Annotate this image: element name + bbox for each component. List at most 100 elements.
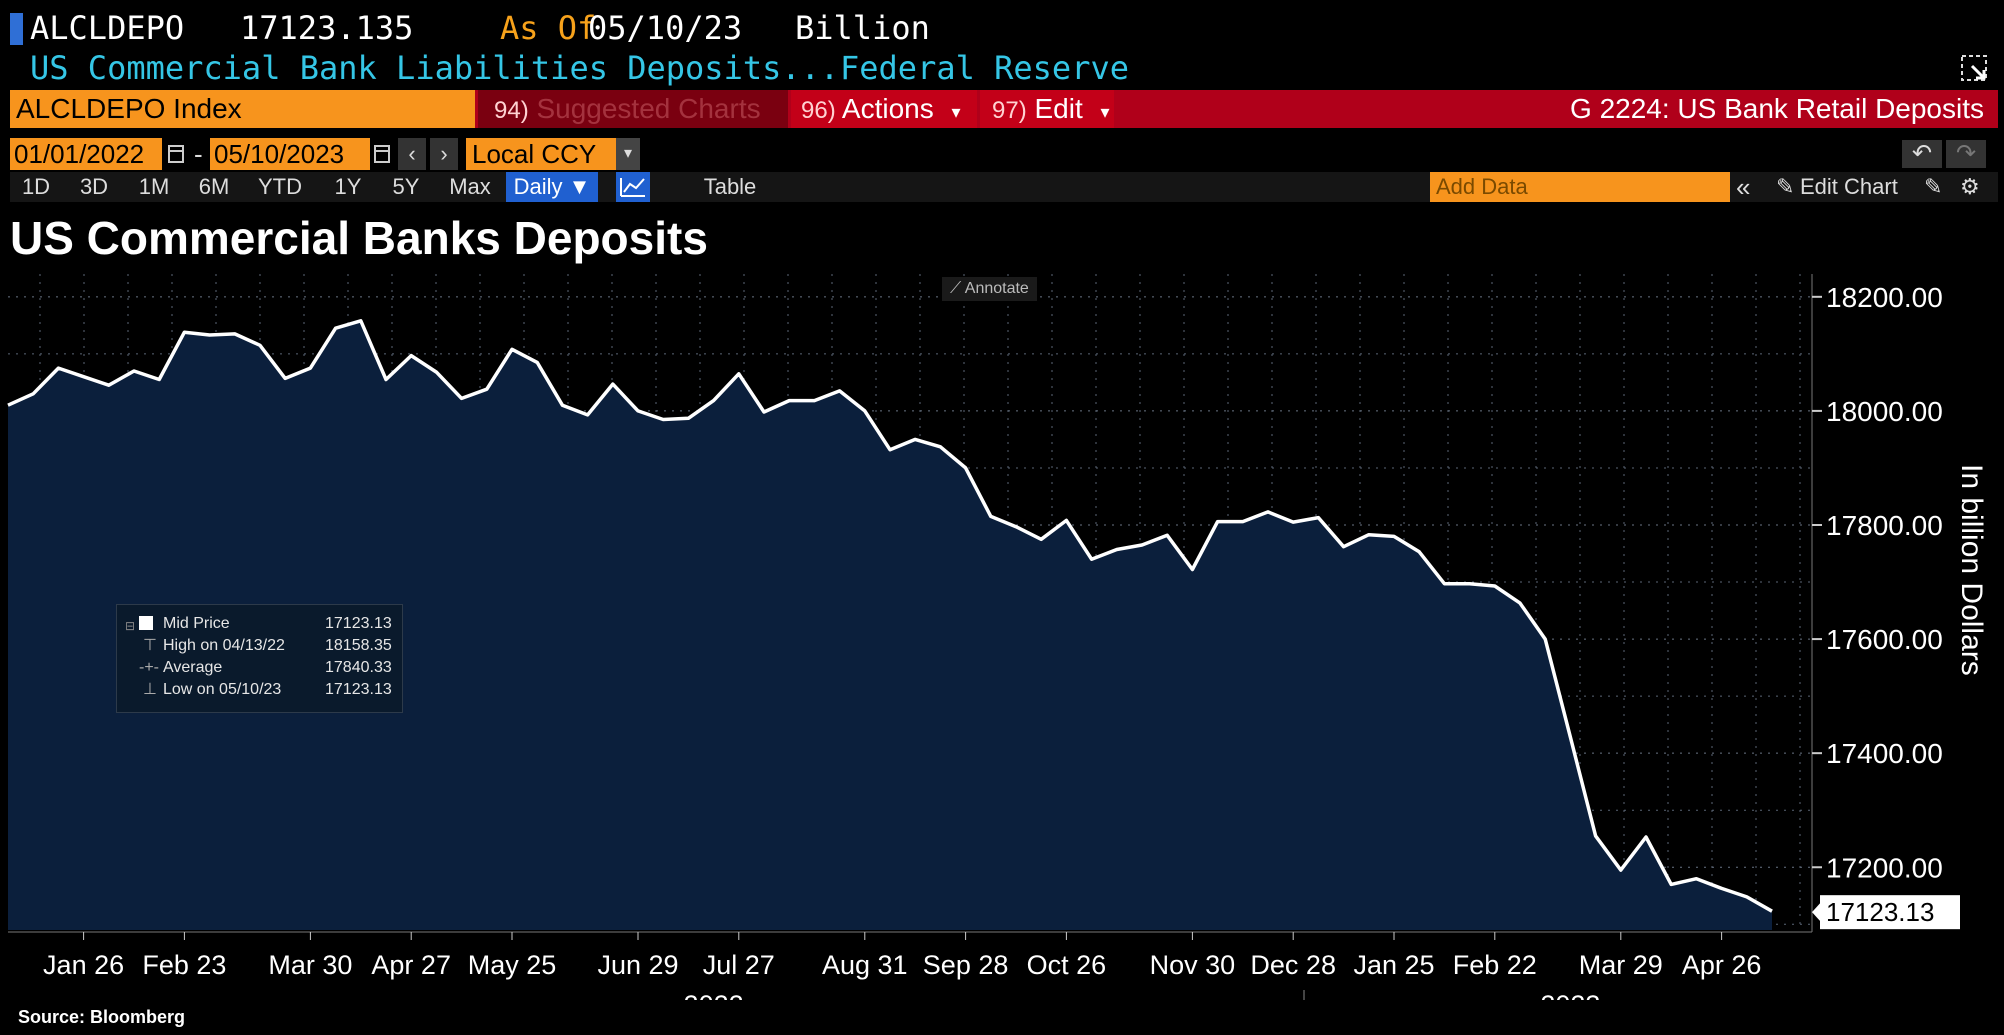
- annotate-label: Annotate: [964, 280, 1029, 297]
- period-3d-button[interactable]: 3D: [79, 174, 109, 199]
- end-date-field[interactable]: 05/10/2023: [210, 138, 370, 170]
- security-input[interactable]: ALCLDEPO Index: [10, 90, 475, 128]
- security-description: US Commercial Bank Liabilities Deposits.…: [30, 49, 840, 87]
- collapse-icon[interactable]: ⊟: [125, 619, 136, 633]
- last-value-box: [1820, 895, 1960, 930]
- y-tick-label: 17800.00: [1826, 510, 1943, 541]
- undo-icon[interactable]: ↶: [1902, 140, 1942, 168]
- popout-icon[interactable]: [1960, 54, 1988, 82]
- edit-chart-button[interactable]: Edit Chart: [1800, 174, 1898, 199]
- legend-value: 17840.33: [325, 659, 392, 676]
- legend-value: 18158.35: [325, 637, 392, 654]
- suggested-charts-menu[interactable]: 94) Suggested Charts: [478, 90, 788, 128]
- last-value-label: 17123.13: [1826, 897, 1934, 927]
- low-marker-icon: ⊥: [143, 681, 157, 698]
- y-tick-label: 17600.00: [1826, 624, 1943, 655]
- y-tick-label: 17200.00: [1826, 852, 1943, 883]
- x-tick-label: Oct 26: [1027, 950, 1107, 980]
- x-tick-label: Dec 28: [1250, 950, 1336, 980]
- x-tick-label: Mar 29: [1579, 950, 1663, 980]
- period-toolbar: 1D 3D 1M 6M YTD 1Y 5Y Max Daily ▼ Table …: [10, 172, 1998, 202]
- y-tick-label: 18000.00: [1826, 396, 1943, 427]
- currency-dropdown-icon[interactable]: ▾: [616, 138, 640, 170]
- chart-group-title[interactable]: G 2224: US Bank Retail Deposits: [1570, 93, 1984, 124]
- average-marker-icon: -+-: [139, 659, 159, 676]
- last-value: 17123.135: [240, 9, 414, 47]
- y-tick-label: 17400.00: [1826, 738, 1943, 769]
- start-calendar-icon[interactable]: [168, 145, 184, 163]
- period-5y-button[interactable]: 5Y: [392, 174, 420, 199]
- next-period-button[interactable]: ›: [430, 138, 458, 170]
- x-tick-label: Mar 30: [268, 950, 352, 980]
- settings-gear-icon[interactable]: ⚙: [1960, 174, 1980, 199]
- table-view-button[interactable]: Table: [703, 174, 757, 199]
- add-data-input[interactable]: Add Data: [1430, 172, 1730, 202]
- y-axis-ticks: 17200.00 17400.00 17600.00 17800.00 18000.00…: [1812, 282, 1943, 883]
- period-max-button[interactable]: Max: [449, 174, 491, 199]
- period-1y-button[interactable]: 1Y: [334, 174, 362, 199]
- pencil-icon: ✎: [1776, 174, 1795, 199]
- legend-value: 17123.13: [325, 681, 392, 698]
- edit-menu[interactable]: 97) Edit ▾: [980, 90, 1114, 128]
- as-of-label: As Of: [500, 9, 597, 47]
- x-tick-label: Apr 27: [371, 950, 451, 980]
- legend-item-high: ⊤ High on 04/13/22 18158.35: [125, 635, 395, 657]
- x-tick-label: Sep 28: [923, 950, 1009, 980]
- period-1d-button[interactable]: 1D: [21, 174, 51, 199]
- legend-item-low: ⊥ Low on 05/10/23 17123.13: [125, 679, 395, 701]
- deposits-chart[interactable]: 17200.00 17400.00 17600.00 17800.00 18000.00…: [0, 270, 2004, 1000]
- x-year-label: 2022: [684, 990, 744, 1000]
- redo-icon[interactable]: ↷: [1946, 140, 1986, 168]
- period-1m-button[interactable]: 1M: [138, 174, 170, 199]
- y-axis-label: In billion Dollars: [1955, 464, 1988, 676]
- x-tick-label: Jan 25: [1353, 950, 1434, 980]
- chart-title: US Commercial Banks Deposits: [10, 212, 708, 264]
- period-6m-button[interactable]: 6M: [198, 174, 230, 199]
- x-year-label: 2023: [1540, 990, 1600, 1000]
- x-tick-label: Feb 22: [1453, 950, 1537, 980]
- x-tick-label: Feb 23: [142, 950, 226, 980]
- as-of-date: 05/10/23: [588, 9, 743, 47]
- x-tick-label: Jun 29: [597, 950, 678, 980]
- last-value-pointer: [1812, 901, 1822, 924]
- actions-number: 96): [801, 97, 836, 124]
- prev-period-button[interactable]: ‹: [398, 138, 426, 170]
- edit-dropdown-icon: ▾: [1100, 102, 1110, 122]
- line-chart-icon[interactable]: [616, 172, 650, 202]
- date-separator: -: [194, 139, 203, 169]
- actions-dropdown-icon: ▾: [951, 102, 961, 122]
- collapse-double-chevron-icon[interactable]: «: [1736, 172, 1751, 202]
- x-tick-label: Jan 26: [43, 950, 124, 980]
- x-axis-ticks: Jan 26 Feb 23 Mar 30 Apr 27 May 25 Jun 29 Jul …: [43, 932, 1761, 1000]
- currency-select[interactable]: Local CCY: [466, 138, 626, 170]
- ticker-symbol: ALCLDEPO: [30, 9, 185, 47]
- command-bar: ALCLDEPO Index 94) Suggested Charts 96) …: [10, 90, 1998, 128]
- period-ytd-button[interactable]: YTD: [258, 174, 302, 199]
- security-header: ALCLDEPO 17123.135 As Of 05/10/23 Billio…: [0, 8, 2004, 48]
- security-marker: [10, 13, 23, 45]
- last-value-marker: 17123.13: [1812, 895, 1960, 930]
- source-footer: Source: Bloomberg: [18, 1007, 186, 1027]
- legend-name: Mid Price: [163, 615, 230, 632]
- suggested-charts-label: Suggested Charts: [536, 93, 761, 124]
- actions-label: Actions: [841, 93, 934, 124]
- end-calendar-icon[interactable]: [374, 145, 390, 163]
- legend-name: Low on 05/10/23: [163, 681, 282, 698]
- unit-label: Billion: [795, 9, 930, 47]
- mid-price-swatch-icon: [139, 616, 153, 630]
- x-tick-label: Apr 26: [1682, 950, 1762, 980]
- security-description-row: US Commercial Bank Liabilities Deposits.…: [0, 48, 2004, 88]
- start-date-field[interactable]: 01/01/2022: [10, 138, 162, 170]
- legend-item-average: -+- Average 17840.33: [125, 657, 395, 679]
- frequency-select[interactable]: Daily ▼: [506, 172, 598, 202]
- edit-layout-icon[interactable]: ✎: [1924, 174, 1943, 199]
- high-marker-icon: ⊤: [143, 637, 157, 654]
- edit-label: Edit: [1034, 93, 1083, 124]
- date-range-row: 01/01/2022 - 05/10/2023 ‹ › Local CCY ▾ …: [10, 138, 1998, 170]
- legend-name: High on 04/13/22: [163, 637, 285, 654]
- deposits-area-fill: [8, 320, 1772, 930]
- x-tick-label: Jul 27: [703, 950, 775, 980]
- actions-menu[interactable]: 96) Actions ▾: [791, 90, 977, 128]
- chart-legend[interactable]: ⊟ Mid Price 17123.13 ⊤ High on 04/13/22 …: [116, 604, 403, 713]
- annotate-button[interactable]: ⟋ Annotate: [942, 277, 1037, 301]
